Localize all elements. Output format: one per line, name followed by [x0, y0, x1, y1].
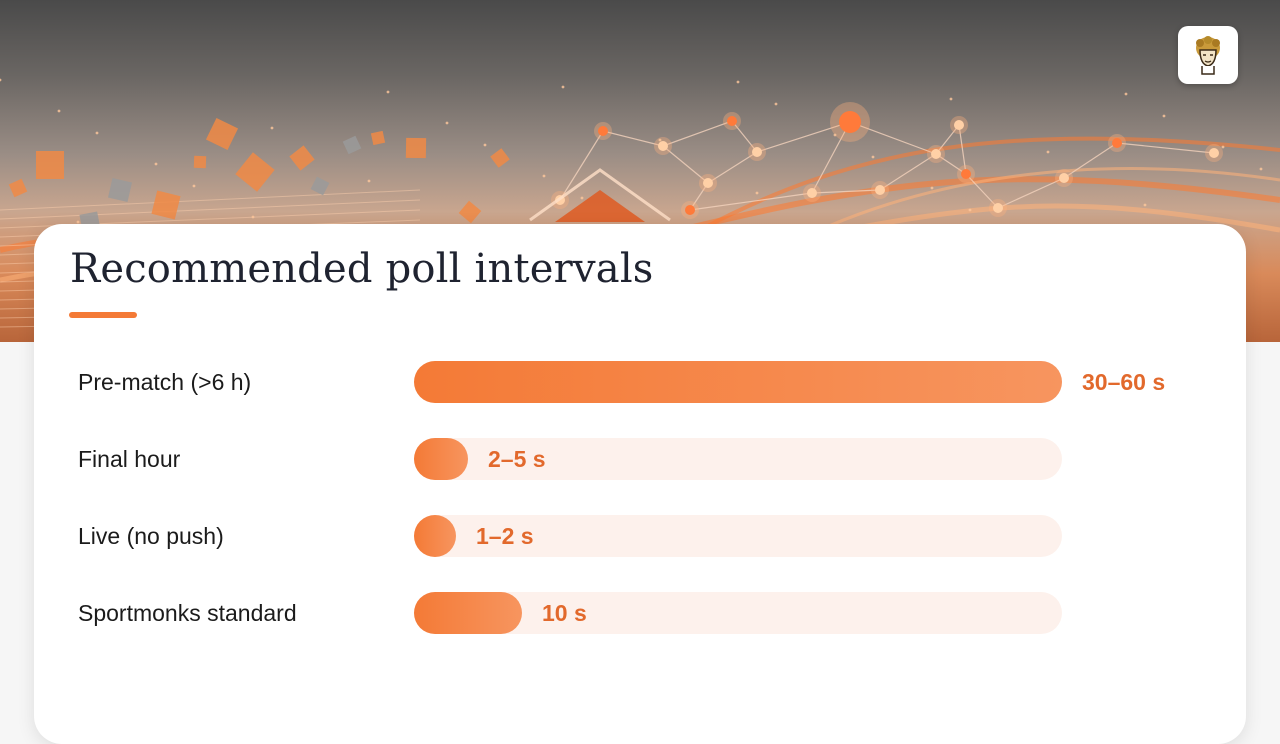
bar-row: Final hour 2–5 s — [34, 438, 1246, 482]
value-label: 30–60 s — [1082, 369, 1166, 395]
bar — [414, 438, 468, 480]
bust-logo-icon — [1196, 36, 1220, 75]
category-label: Live (no push) — [78, 523, 224, 549]
bar-row: Sportmonks standard 10 s — [34, 592, 1246, 636]
bar-track — [414, 361, 1062, 403]
title-accent-underline — [69, 312, 137, 318]
bar — [414, 592, 522, 634]
category-label: Sportmonks standard — [78, 600, 297, 626]
bar — [414, 515, 456, 557]
value-label: 1–2 s — [476, 523, 534, 549]
bar — [414, 361, 1062, 403]
logo-badge[interactable] — [1178, 26, 1238, 84]
chart-card: Recommended poll intervals Pre-match (>6… — [34, 224, 1246, 744]
bar-row: Pre-match (>6 h) 30–60 s — [34, 361, 1246, 405]
bar-track — [414, 438, 1062, 480]
category-label: Pre-match (>6 h) — [78, 369, 252, 395]
slide-title: Recommended poll intervals — [70, 246, 654, 292]
bar-track — [414, 592, 1062, 634]
bar-row: Live (no push) 1–2 s — [34, 515, 1246, 559]
category-label: Final hour — [78, 446, 181, 472]
value-label: 10 s — [542, 600, 587, 626]
value-label: 2–5 s — [488, 446, 546, 472]
bar-track — [414, 515, 1062, 557]
